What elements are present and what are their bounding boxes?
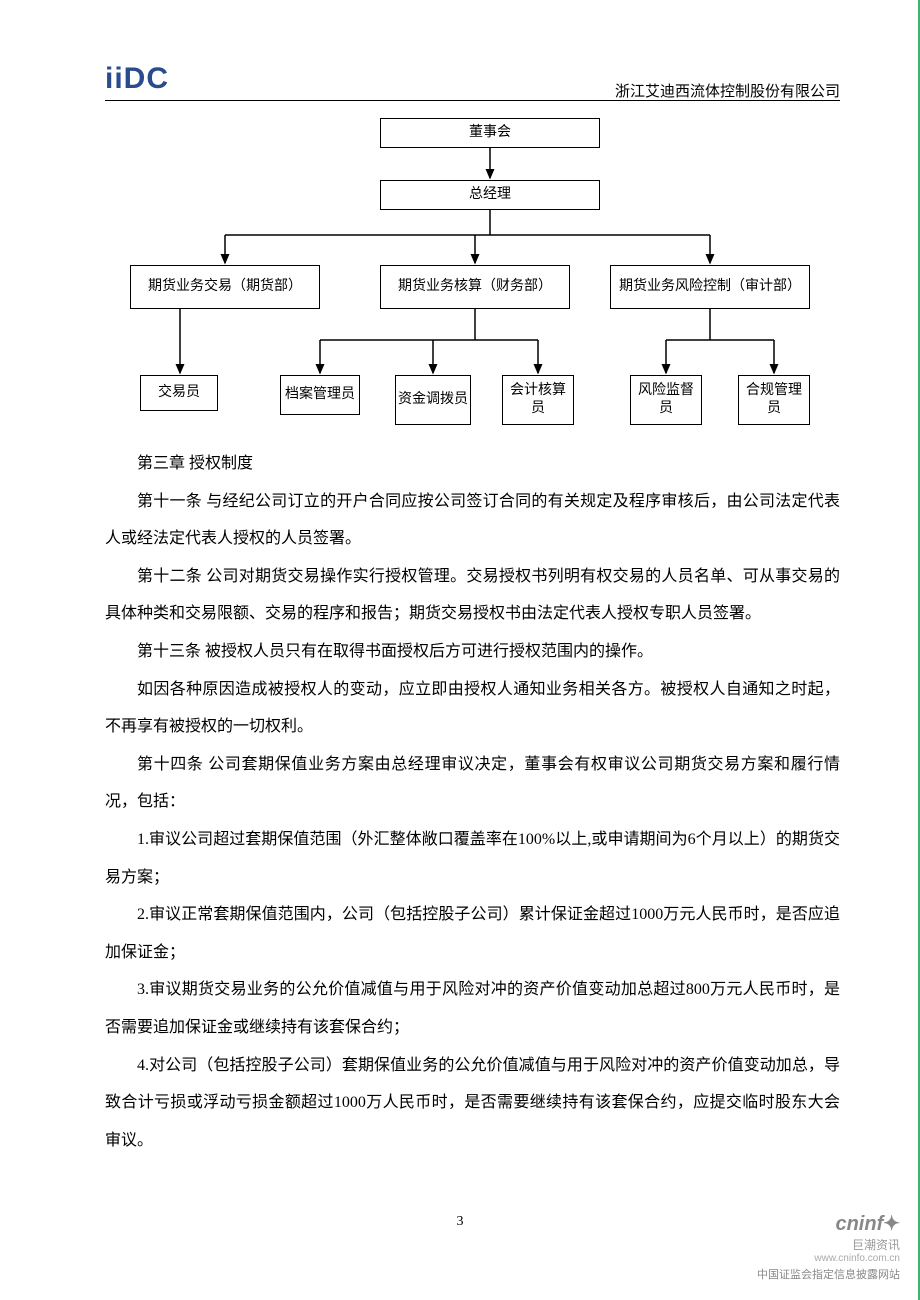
article-13: 第十三条 被授权人员只有在取得书面授权后方可进行授权范围内的操作。 (105, 633, 840, 671)
node-label: 期货业务核算（财务部） (398, 278, 552, 296)
org-flowchart: 董事会 总经理 期货业务交易（期货部） 期货业务核算（财务部） 期货业务风险控制… (90, 110, 830, 440)
node-label: 资金调拨员 (398, 391, 468, 409)
wm-disclaimer: 中国证监会指定信息披露网站 (757, 1266, 900, 1282)
node-label: 风险监督员 (633, 382, 699, 418)
item-4: 4.对公司（包括控股子公司）套期保值业务的公允价值减值与用于风险对冲的资产价值变… (105, 1047, 840, 1160)
item-2: 2.审议正常套期保值范围内，公司（包括控股子公司）累计保证金超过1000万元人民… (105, 896, 840, 971)
header-rule (105, 100, 840, 101)
node-accountant: 会计核算员 (502, 375, 574, 425)
logo: iiDC (105, 62, 169, 96)
node-label: 期货业务交易（期货部） (148, 278, 302, 296)
node-dept-trading: 期货业务交易（期货部） (130, 265, 320, 309)
node-label: 合规管理员 (741, 382, 807, 418)
node-gm: 总经理 (380, 180, 600, 210)
watermark: cninf✦ 巨潮资讯 www.cninfo.com.cn 中国证监会指定信息披… (757, 1211, 900, 1282)
node-label: 董事会 (469, 124, 511, 142)
item-3: 3.审议期货交易业务的公允价值减值与用于风险对冲的资产价值变动加总超过800万元… (105, 971, 840, 1046)
node-label: 总经理 (469, 186, 511, 204)
node-dept-risk: 期货业务风险控制（审计部） (610, 265, 810, 309)
node-risk-supervisor: 风险监督员 (630, 375, 702, 425)
node-label: 档案管理员 (285, 386, 355, 404)
node-fund-officer: 资金调拨员 (395, 375, 471, 425)
article-14: 第十四条 公司套期保值业务方案由总经理审议决定，董事会有权审议公司期货交易方案和… (105, 746, 840, 821)
logo-text: iDC (114, 62, 169, 95)
wm-brand: cninf (835, 1213, 883, 1235)
node-dept-accounting: 期货业务核算（财务部） (380, 265, 570, 309)
company-name: 浙江艾迪西流体控制股份有限公司 (615, 80, 840, 101)
node-label: 交易员 (158, 384, 200, 402)
article-12: 第十二条 公司对期货交易操作实行授权管理。交易授权书列明有权交易的人员名单、可从… (105, 558, 840, 633)
article-11: 第十一条 与经纪公司订立的开户合同应按公司签订合同的有关规定及程序审核后，由公司… (105, 483, 840, 558)
document-page: iiDC 浙江艾迪西流体控制股份有限公司 (0, 0, 920, 1300)
wm-url: www.cninfo.com.cn (757, 1253, 900, 1264)
document-body: 第三章 授权制度 第十一条 与经纪公司订立的开户合同应按公司签订合同的有关规定及… (105, 445, 840, 1159)
node-compliance: 合规管理员 (738, 375, 810, 425)
item-1: 1.审议公司超过套期保值范围（外汇整体敞口覆盖率在100%以上,或申请期间为6个… (105, 821, 840, 896)
node-label: 会计核算员 (505, 382, 571, 418)
node-trader: 交易员 (140, 375, 218, 411)
node-archivist: 档案管理员 (280, 375, 360, 415)
node-label: 期货业务风险控制（审计部） (619, 278, 801, 296)
wm-sub: 巨潮资讯 (757, 1236, 900, 1253)
node-board: 董事会 (380, 118, 600, 148)
article-13-cont: 如因各种原因造成被授权人的变动，应立即由授权人通知业务相关各方。被授权人自通知之… (105, 671, 840, 746)
chapter-heading: 第三章 授权制度 (105, 445, 840, 483)
